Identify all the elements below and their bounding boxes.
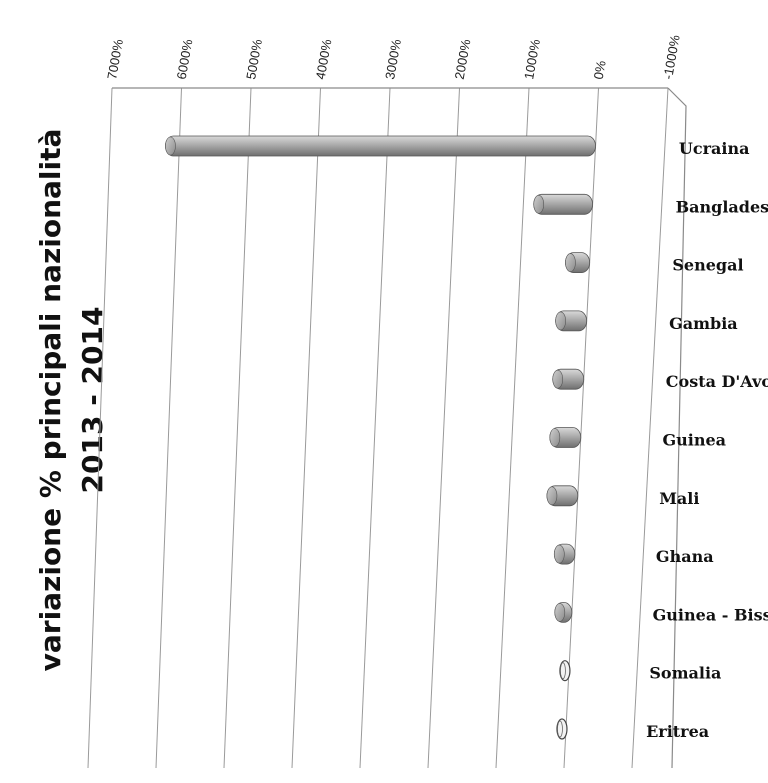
gridlines bbox=[87, 87, 669, 769]
x-tick-label: 5000% bbox=[243, 38, 265, 81]
category-labels: Ucraina Bangladesh Senegal Gambia Costa D'Av… bbox=[646, 139, 768, 741]
bar-cap bbox=[552, 369, 564, 389]
category-label: Guinea bbox=[662, 431, 726, 450]
bar-cap bbox=[560, 662, 566, 680]
bar-cap bbox=[554, 544, 565, 564]
x-tick-label: 1000% bbox=[521, 38, 543, 81]
category-label: Bangladesh bbox=[676, 197, 768, 216]
x-tick-label: 6000% bbox=[174, 38, 196, 81]
bar-cap bbox=[557, 720, 563, 738]
bars bbox=[165, 135, 596, 740]
gridline bbox=[291, 87, 321, 769]
x-tick-label: 2000% bbox=[452, 38, 474, 81]
gridline bbox=[563, 87, 599, 769]
gridline bbox=[155, 87, 182, 769]
category-label: Senegal bbox=[672, 256, 743, 275]
bar bbox=[556, 718, 568, 740]
bar-cap bbox=[555, 311, 566, 331]
x-tick-label: 4000% bbox=[313, 38, 335, 81]
chart-title-line1: variazione % principali nazionalità bbox=[34, 129, 67, 672]
gridline bbox=[631, 87, 669, 769]
chart-title-line2: 2013 - 2014 bbox=[76, 307, 109, 494]
category-label: Guinea - Bissau bbox=[653, 605, 768, 624]
bar bbox=[553, 543, 576, 565]
x-tick-label: 0% bbox=[591, 59, 609, 81]
bar-body bbox=[559, 660, 571, 682]
gridline bbox=[495, 87, 530, 769]
gridline bbox=[359, 87, 391, 769]
x-tick-label: 7000% bbox=[104, 38, 126, 81]
bar-cap bbox=[565, 253, 576, 272]
bar bbox=[552, 368, 585, 390]
bar-cap bbox=[533, 195, 545, 214]
tick-labels: 7000% 6000% 5000% 4000% 3000% 2000% 1000% 0% -10… bbox=[104, 33, 683, 80]
gridline bbox=[223, 87, 252, 769]
plot-frame bbox=[112, 87, 687, 769]
bar-body bbox=[165, 135, 596, 157]
category-label: Costa D'Avorio bbox=[666, 372, 768, 391]
bar-cap bbox=[554, 603, 566, 622]
bar bbox=[165, 135, 596, 157]
bar bbox=[546, 485, 579, 507]
x-tick-label: -1000% bbox=[660, 33, 683, 80]
category-label: Mali bbox=[659, 489, 699, 508]
bar-cap bbox=[546, 486, 558, 506]
bar bbox=[554, 602, 573, 623]
frame-side bbox=[667, 87, 687, 769]
category-label: Ghana bbox=[656, 547, 714, 566]
bar bbox=[533, 193, 593, 215]
bar bbox=[549, 427, 582, 448]
bar-cap bbox=[165, 136, 176, 156]
category-label: Ucraina bbox=[679, 139, 750, 158]
bar bbox=[565, 252, 591, 274]
category-label: Somalia bbox=[649, 664, 721, 683]
bar bbox=[555, 310, 588, 332]
bar bbox=[559, 660, 571, 682]
x-tick-label: 3000% bbox=[382, 38, 404, 81]
category-label: Eritrea bbox=[646, 722, 709, 741]
gridline bbox=[87, 87, 113, 769]
chart-title: variazione % principali nazionalità 2013… bbox=[34, 129, 109, 672]
gridline bbox=[427, 87, 460, 769]
bar-cap bbox=[549, 428, 561, 447]
category-label: Gambia bbox=[669, 314, 738, 333]
bar-body bbox=[556, 718, 568, 740]
